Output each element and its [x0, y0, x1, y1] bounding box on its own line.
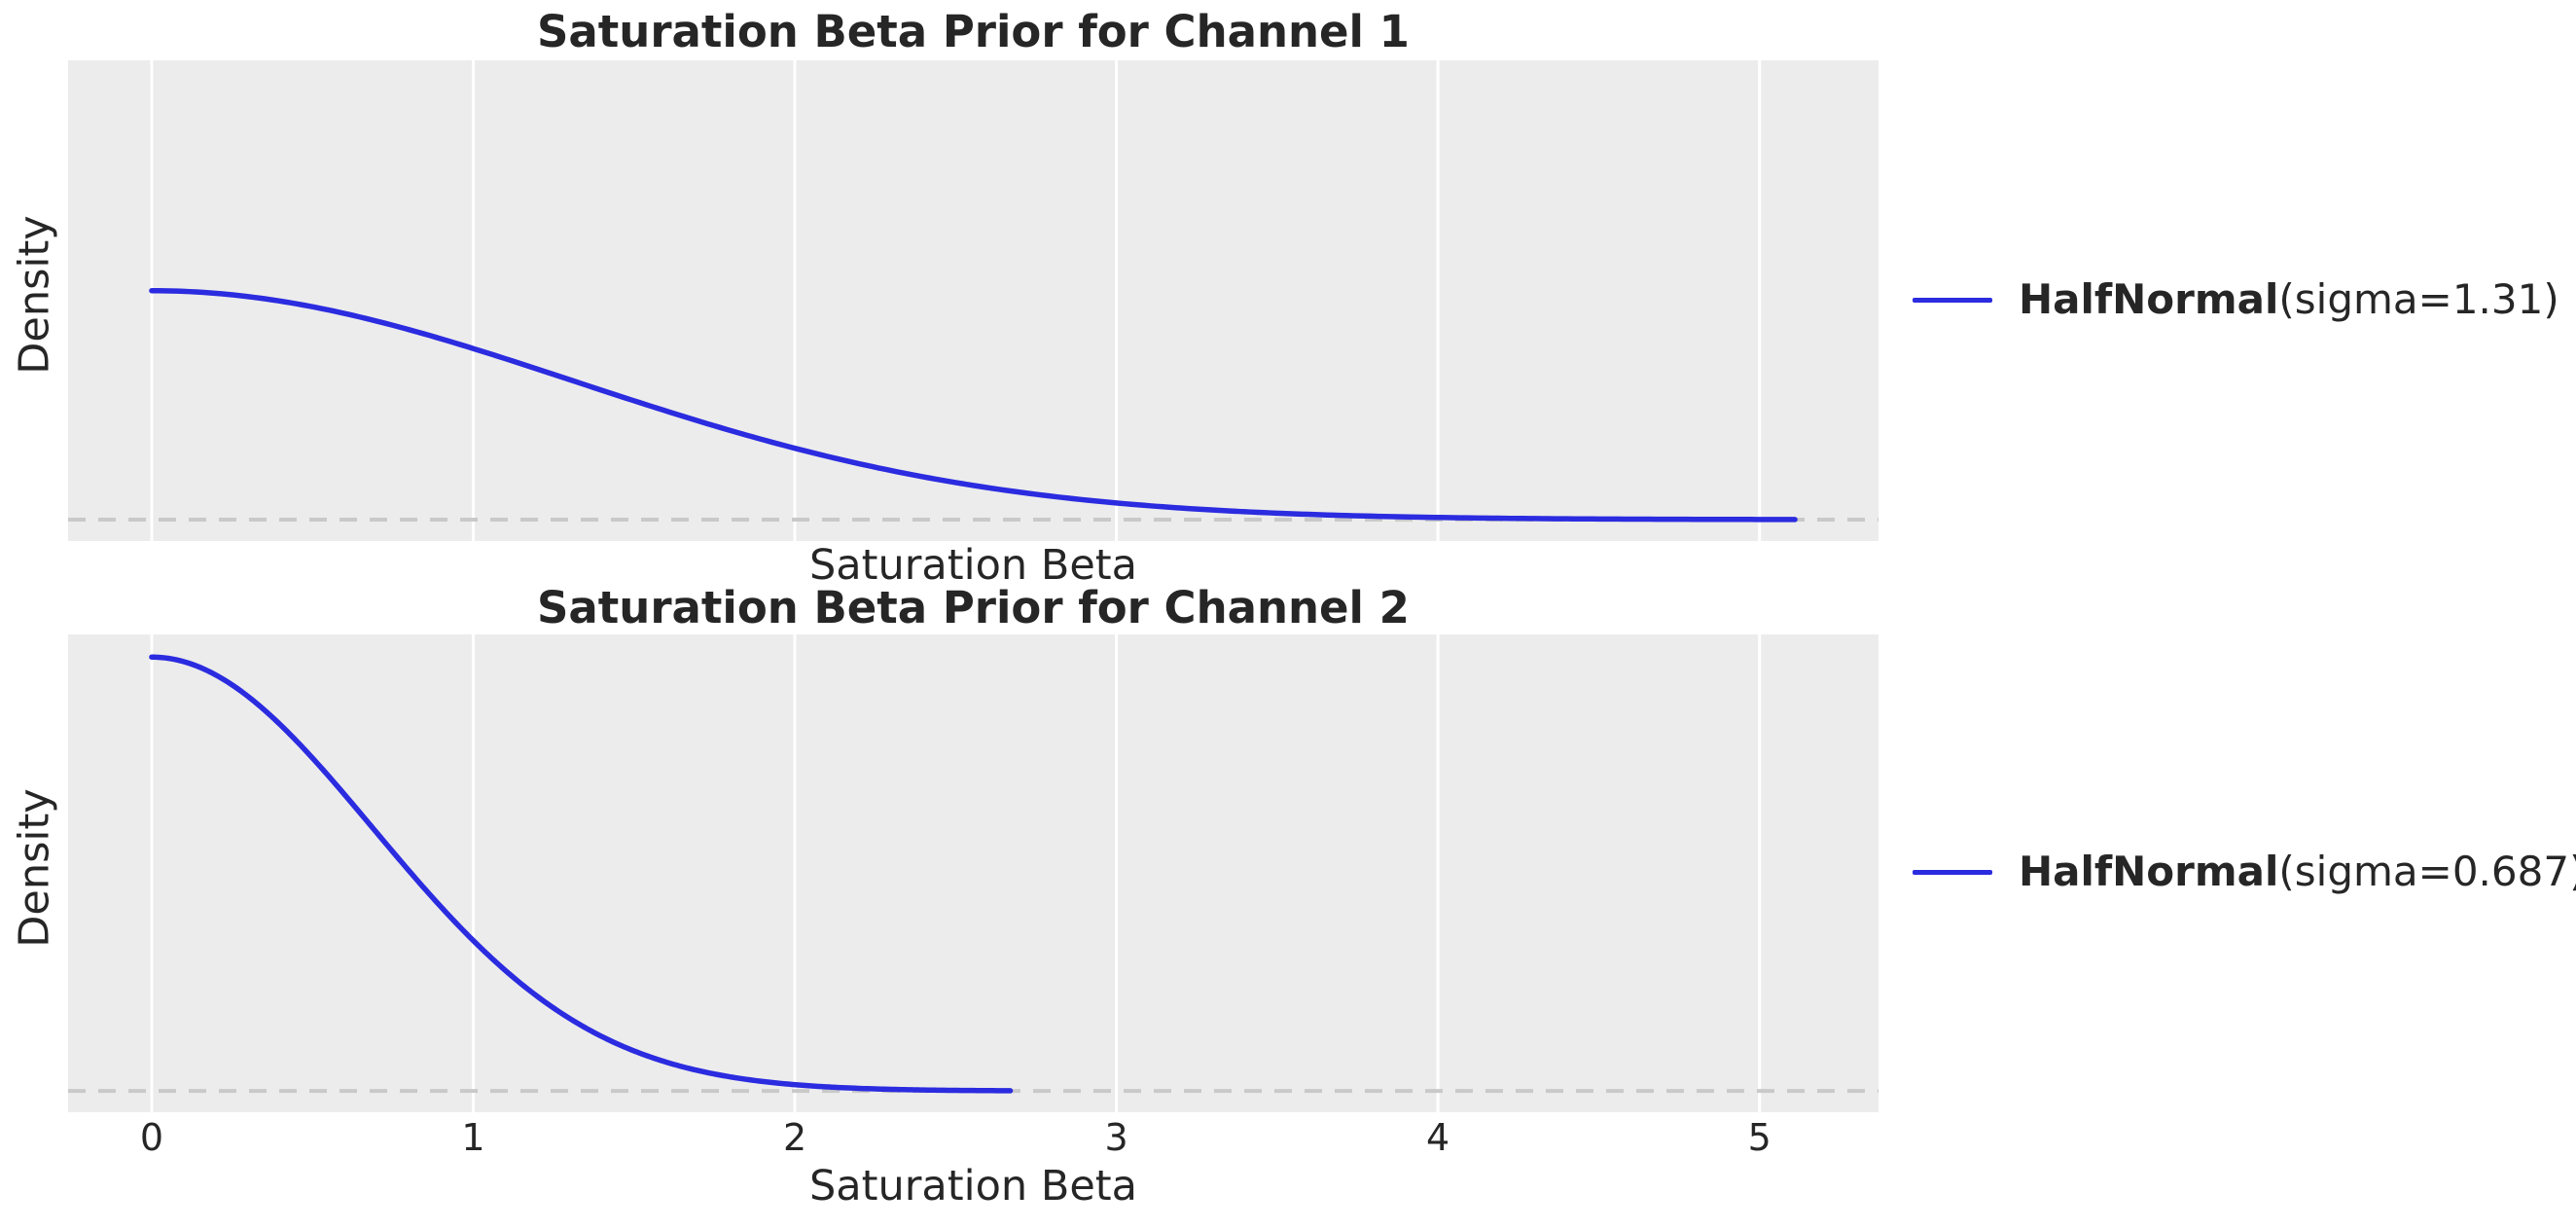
- axes-background: [68, 634, 1878, 1112]
- x-tick-label-5: 5: [1747, 1116, 1771, 1159]
- legend2-label: HalfNormal(sigma=0.687): [2019, 851, 2576, 892]
- subplot1-title: Saturation Beta Prior for Channel 1: [537, 6, 1410, 57]
- legend2-line-sample: [1913, 869, 1992, 875]
- subplot2-y-axis-label: Density: [10, 788, 59, 948]
- legend2-distribution-name: HalfNormal: [2019, 848, 2279, 895]
- legend1-distribution-params: (sigma=1.31): [2278, 275, 2559, 323]
- subplot2-title: Saturation Beta Prior for Channel 2: [537, 582, 1410, 633]
- x-tick-label-4: 4: [1426, 1116, 1450, 1159]
- legend2-distribution-params: (sigma=0.687): [2278, 848, 2576, 895]
- subplot2-x-axis-label: Saturation Beta: [809, 1162, 1137, 1211]
- density-curve: [149, 287, 1798, 523]
- x-tick-label-3: 3: [1104, 1116, 1128, 1159]
- legend1-line-sample: [1913, 297, 1992, 303]
- x-tick-label-0: 0: [139, 1116, 164, 1159]
- density-curve: [149, 654, 1014, 1094]
- axes-background: [68, 60, 1878, 541]
- subplot2-plot-area: [68, 634, 1878, 1112]
- legend1-distribution-name: HalfNormal: [2019, 275, 2279, 323]
- subplot1-y-axis-label: Density: [10, 215, 59, 375]
- subplot1-x-axis-label: Saturation Beta: [809, 541, 1137, 590]
- subplot2-legend: HalfNormal(sigma=0.687): [1913, 851, 2576, 892]
- legend1-label: HalfNormal(sigma=1.31): [2019, 279, 2559, 320]
- subplot1-plot-area: [68, 60, 1878, 541]
- x-tick-label-2: 2: [782, 1116, 807, 1159]
- subplot1-legend: HalfNormal(sigma=1.31): [1913, 279, 2559, 320]
- x-tick-label-1: 1: [461, 1116, 485, 1159]
